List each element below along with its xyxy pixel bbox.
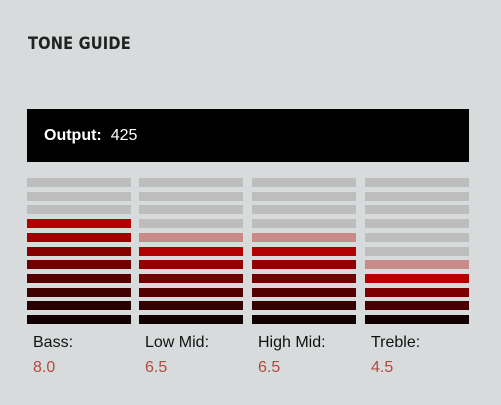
meter-segment: [27, 191, 131, 201]
treble-label: Treble:: [371, 334, 421, 351]
output-panel: Output: 425: [27, 109, 469, 162]
bass-label: Bass:: [33, 334, 74, 351]
meter-segment: [27, 219, 131, 229]
meter-segment: [252, 260, 356, 270]
low-mid-meter: [139, 178, 243, 324]
meter-segment: [365, 205, 469, 215]
low-mid-label: Low Mid:: [145, 334, 210, 351]
meter-segment: [27, 178, 131, 187]
meter-segment: [139, 205, 243, 215]
meter-segment: [365, 315, 469, 324]
output-label: Output:: [44, 126, 102, 144]
meter-segment: [252, 205, 356, 215]
meter-segment: [252, 219, 356, 229]
meter-segment: [139, 246, 243, 256]
meter-segment: [139, 232, 243, 242]
meter-segment: [252, 178, 356, 187]
high-mid-value: 6.5: [258, 359, 281, 376]
meter-segment: [27, 232, 131, 242]
meter-segment: [27, 287, 131, 297]
low-mid-value: 6.5: [145, 359, 168, 376]
meter-segment: [139, 301, 243, 311]
meter-segment: [139, 178, 243, 187]
meter-segment: [27, 260, 131, 270]
meter-segment: [365, 246, 469, 256]
meter-segment: [252, 191, 356, 201]
tone-guide-title: TONE GUIDE: [28, 34, 131, 54]
meter-segment: [365, 260, 469, 270]
meter-segment: [365, 232, 469, 242]
meter-segment: [252, 273, 356, 283]
meter-segment: [139, 260, 243, 270]
meter-segment: [365, 191, 469, 201]
meter-segment: [27, 315, 131, 324]
meter-segment: [27, 205, 131, 215]
output-value: 425: [110, 126, 138, 144]
meter-segment: [252, 315, 356, 324]
meter-segment: [252, 287, 356, 297]
meter-segment: [139, 315, 243, 324]
meter-segment: [252, 246, 356, 256]
meter-segment: [139, 219, 243, 229]
meter-segment: [139, 191, 243, 201]
meter-segment: [365, 219, 469, 229]
high-mid-label: High Mid:: [258, 334, 326, 351]
meter-segment: [139, 273, 243, 283]
treble-value: 4.5: [371, 359, 394, 376]
meter-segment: [139, 287, 243, 297]
bass-meter: [27, 178, 131, 324]
meter-segment: [365, 178, 469, 187]
meter-segment: [365, 287, 469, 297]
bass-value: 8.0: [33, 359, 56, 376]
level-meters: [27, 178, 469, 324]
treble-meter: [365, 178, 469, 324]
meter-segment: [27, 301, 131, 311]
high-mid-meter: [252, 178, 356, 324]
meter-segment: [252, 232, 356, 242]
meter-segment: [27, 246, 131, 256]
meter-segment: [365, 301, 469, 311]
meter-segment: [365, 273, 469, 283]
meter-segment: [27, 273, 131, 283]
meter-segment: [252, 301, 356, 311]
